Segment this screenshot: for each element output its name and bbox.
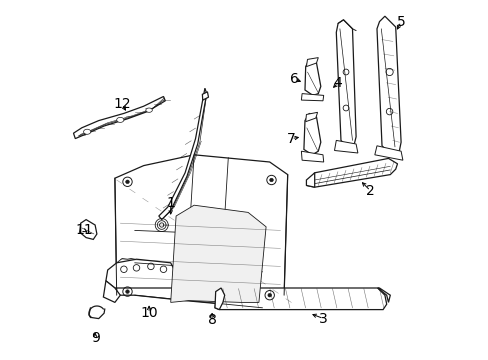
- Ellipse shape: [145, 108, 152, 112]
- Polygon shape: [306, 173, 314, 187]
- Text: 3: 3: [319, 312, 327, 325]
- Ellipse shape: [117, 117, 123, 122]
- Text: 1: 1: [166, 197, 175, 210]
- Polygon shape: [80, 220, 97, 239]
- Polygon shape: [377, 288, 389, 302]
- Text: 4: 4: [333, 76, 342, 90]
- Polygon shape: [73, 96, 165, 139]
- Polygon shape: [301, 151, 323, 162]
- Text: 9: 9: [90, 332, 100, 345]
- Text: 11: 11: [75, 224, 93, 237]
- Polygon shape: [305, 59, 320, 95]
- Circle shape: [269, 178, 273, 182]
- Polygon shape: [215, 288, 386, 310]
- Text: 5: 5: [396, 15, 405, 28]
- Polygon shape: [103, 281, 120, 302]
- Text: 2: 2: [366, 184, 374, 198]
- Polygon shape: [301, 94, 323, 101]
- Polygon shape: [215, 288, 224, 310]
- Polygon shape: [106, 259, 176, 288]
- Polygon shape: [306, 158, 397, 187]
- Polygon shape: [306, 58, 318, 67]
- Polygon shape: [159, 88, 206, 220]
- Text: 7: 7: [286, 132, 295, 145]
- Polygon shape: [376, 16, 400, 157]
- Text: 8: 8: [207, 314, 216, 327]
- Circle shape: [125, 290, 129, 293]
- Ellipse shape: [83, 129, 91, 134]
- Polygon shape: [305, 112, 317, 122]
- Polygon shape: [115, 155, 287, 308]
- Polygon shape: [202, 92, 208, 100]
- Polygon shape: [334, 140, 357, 153]
- Polygon shape: [374, 146, 402, 160]
- Circle shape: [125, 180, 129, 184]
- Text: 6: 6: [290, 72, 299, 86]
- Text: 12: 12: [113, 98, 131, 111]
- Polygon shape: [336, 20, 355, 149]
- Circle shape: [267, 293, 271, 297]
- Polygon shape: [170, 205, 265, 302]
- Polygon shape: [303, 113, 320, 155]
- Text: 10: 10: [140, 306, 158, 320]
